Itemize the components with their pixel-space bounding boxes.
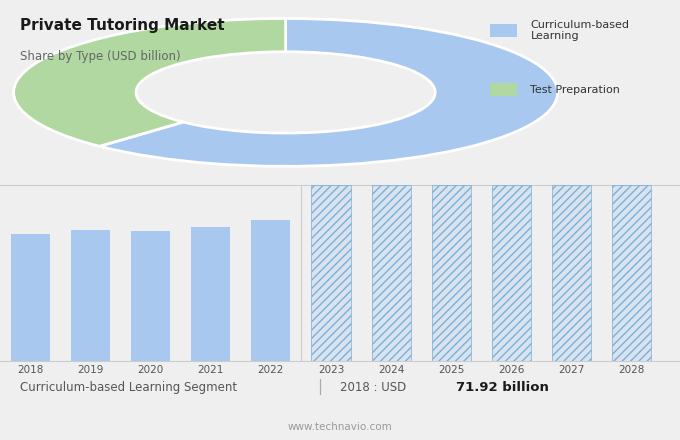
Text: www.technavio.com: www.technavio.com — [288, 422, 392, 432]
Bar — [371, 185, 411, 361]
Bar — [492, 185, 531, 361]
Text: Curriculum-based Learning Segment: Curriculum-based Learning Segment — [20, 381, 237, 394]
Text: |: | — [317, 379, 322, 395]
Bar — [490, 24, 517, 37]
Text: Share by Type (USD billion): Share by Type (USD billion) — [20, 50, 181, 63]
Bar — [131, 231, 170, 361]
Bar — [490, 83, 517, 96]
Text: 71.92 billion: 71.92 billion — [456, 381, 549, 394]
Bar — [191, 227, 230, 361]
Bar — [612, 185, 651, 361]
Bar — [492, 185, 531, 361]
Bar — [432, 185, 471, 361]
Bar — [552, 185, 591, 361]
Bar — [552, 185, 591, 361]
Text: Private Tutoring Market: Private Tutoring Market — [20, 18, 225, 33]
Text: 2018 : USD: 2018 : USD — [340, 381, 410, 394]
Wedge shape — [99, 18, 558, 166]
Bar — [311, 185, 350, 361]
Bar — [311, 185, 350, 361]
Bar — [251, 220, 290, 361]
Bar — [10, 234, 50, 361]
Text: Curriculum-based
Learning: Curriculum-based Learning — [530, 20, 630, 41]
Bar — [612, 185, 651, 361]
Wedge shape — [14, 18, 286, 146]
Text: Test Preparation: Test Preparation — [530, 84, 620, 95]
Bar — [71, 230, 110, 361]
Bar — [432, 185, 471, 361]
Bar — [371, 185, 411, 361]
